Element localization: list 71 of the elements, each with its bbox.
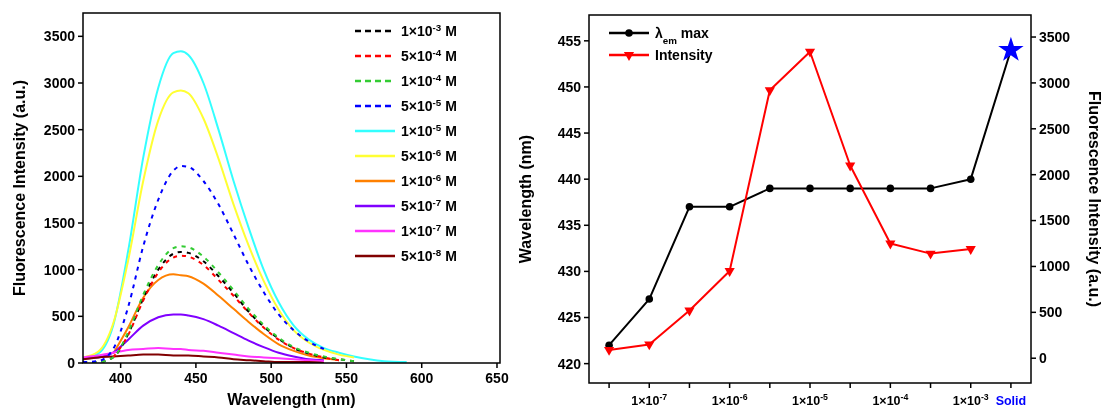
legend-label: 1×10$^{-4}$ M: [401, 71, 457, 89]
y-tick-label: 2500: [43, 121, 76, 138]
legend-label: Intensity: [655, 46, 713, 63]
y-tick-label: 445: [557, 124, 582, 141]
point: [764, 87, 775, 97]
y2-tick-label: 3500: [1039, 28, 1071, 45]
legend-label: λ$_{em}$ max: [655, 24, 710, 46]
y-tick-label: 500: [51, 308, 76, 325]
point: [766, 184, 774, 193]
legend-label: 5×10$^{-5}$ M: [401, 96, 457, 114]
y-tick-label: 0: [67, 354, 76, 371]
x-tick-label: Solid: [995, 394, 1027, 408]
point: [806, 184, 814, 193]
y-tick-label: 420: [557, 355, 582, 372]
legend-label: 1×10$^{-6}$ M: [401, 171, 457, 189]
legend-label: 5×10$^{-6}$ M: [401, 146, 457, 164]
x-tick-label: 1×10$^{-6}$: [711, 392, 748, 408]
point: [603, 347, 615, 356]
y-tick-label: 1500: [43, 214, 76, 231]
y-tick-label: 3500: [43, 28, 76, 45]
y2-tick-label: 1000: [1039, 258, 1071, 275]
x-tick-label: 500: [259, 370, 284, 386]
point: [926, 184, 935, 193]
point: [846, 184, 854, 193]
y-tick-label: 425: [557, 309, 582, 326]
line-series: [112, 254, 340, 362]
y-tick-label: 435: [557, 217, 582, 234]
point: [645, 295, 654, 303]
point: [684, 307, 695, 317]
legend-label: 5×10$^{-8}$ M: [401, 246, 457, 264]
y-tick-label: 430: [557, 263, 582, 280]
line-series: [83, 165, 325, 363]
y-tick-label: 455: [557, 32, 582, 49]
legend-label: 1×10$^{-7}$ M: [401, 221, 457, 239]
line-series: [83, 347, 325, 363]
x-tick-label: 1×10$^{-5}$: [792, 392, 829, 408]
y-tick-label: 3000: [43, 74, 76, 91]
legend-label: 5×10$^{-7}$ M: [401, 196, 457, 214]
legend-label: 1×10$^{-5}$ M: [401, 121, 457, 139]
point: [965, 246, 976, 255]
y-tick-label: 450: [557, 78, 582, 95]
y2-tick-label: 2500: [1039, 120, 1071, 137]
point: [925, 250, 936, 260]
point: [725, 203, 734, 211]
x-tick-label: 450: [184, 370, 208, 386]
x-tick-label: 400: [108, 370, 133, 386]
y-axis-title: Fluorescence Intensity (a.u.): [11, 79, 28, 297]
y2-tick-label: 3000: [1039, 74, 1071, 91]
point: [966, 175, 975, 183]
x-tick-label: 1×10$^{-3}$: [952, 392, 989, 408]
y-tick-label: 2000: [43, 168, 76, 185]
y-axis-title: Wavelength (nm): [517, 134, 534, 264]
legend-label: 1×10$^{-3}$ M: [401, 21, 457, 39]
y2-tick-label: 500: [1039, 304, 1063, 321]
x-tick-label: 1×10$^{-4}$: [872, 392, 909, 408]
x-tick-label: 1×10$^{-7}$: [631, 392, 668, 408]
point: [724, 268, 735, 277]
legend-label: 5×10$^{-4}$ M: [401, 46, 457, 64]
y2-tick-label: 2000: [1039, 166, 1071, 183]
point: [886, 184, 895, 193]
y-tick-label: 440: [557, 171, 582, 188]
y2-axis-title: Fluorescence Intensity (a.u.): [1086, 90, 1103, 308]
y2-tick-label: 0: [1039, 350, 1047, 367]
x-tick-label: 550: [334, 370, 359, 386]
y-tick-label: 1000: [43, 261, 76, 278]
x-axis-title: Wavelength (nm): [227, 391, 356, 408]
x-tick-label: 600: [410, 370, 434, 386]
y2-tick-label: 1500: [1039, 212, 1071, 229]
x-tick-label: 650: [485, 370, 509, 386]
point: [685, 203, 694, 211]
point: [804, 48, 816, 58]
